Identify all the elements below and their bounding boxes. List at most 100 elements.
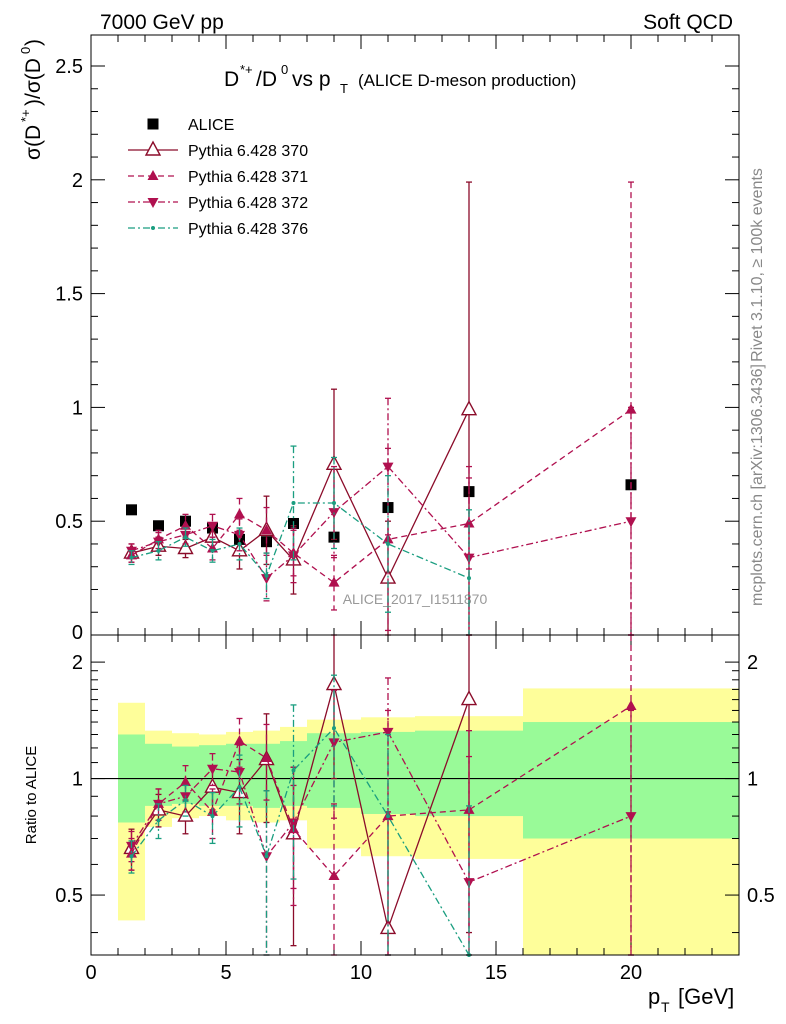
data-point <box>129 555 134 560</box>
data-point <box>460 400 478 416</box>
legend-entry-pythia-6-428-372: Pythia 6.428 372 <box>128 195 308 212</box>
legend-label: Pythia 6.428 372 <box>188 195 308 212</box>
main-ytick-label: 0 <box>72 622 83 644</box>
series-line <box>131 409 632 584</box>
ratio-point <box>234 735 245 746</box>
mcplots-label: mcplots.cern.ch [arXiv:1306.3436] <box>749 364 766 606</box>
main-ytick-label: 2.5 <box>55 56 83 78</box>
legend-marker <box>147 198 159 208</box>
ylabel-text1: σ(D <box>22 125 45 160</box>
series-line <box>131 409 470 580</box>
title-dstar-sup: *+ <box>240 62 253 77</box>
legend-marker <box>147 170 159 180</box>
data-point <box>328 576 340 587</box>
data-point <box>264 573 269 578</box>
data-point <box>177 539 194 555</box>
ratio-point <box>288 818 299 829</box>
main-ytick-label: 1.5 <box>55 284 83 306</box>
ratio-point <box>291 768 296 773</box>
ratio-frame <box>90 634 740 956</box>
ratio-panel: 0.5 0.51 12 20 5 10 15 20 Ratio to ALICE p T [G… <box>23 634 775 1015</box>
data-point <box>183 535 188 540</box>
ratio-point <box>460 690 478 706</box>
legend-entry-pythia-6-428-371: Pythia 6.428 371 <box>128 169 308 186</box>
alice-point <box>126 504 137 516</box>
ratio-point <box>129 854 134 859</box>
ratio-xtick-label: 10 <box>350 962 372 984</box>
ratio-point <box>328 738 340 749</box>
ratio-point <box>207 764 218 775</box>
ylabel-sup1: *+ <box>18 109 33 122</box>
header-right: Soft QCD <box>643 11 733 34</box>
ratio-point <box>210 814 215 819</box>
ratio-xtick-label: 20 <box>620 962 642 984</box>
ratio-point <box>264 854 269 859</box>
ratio-point <box>625 700 637 711</box>
ratio-point <box>332 726 336 731</box>
main-ytick-label: 2 <box>72 170 83 192</box>
main-panel: 0.5 1 1.5 2 2.5 0 ALICE_2017_I1511870 D *+ /D… <box>18 34 740 644</box>
data-point <box>625 517 637 528</box>
legend-marker <box>144 140 162 156</box>
data-point <box>386 541 390 546</box>
data-point <box>207 521 218 532</box>
watermark-text: ALICE_2017_I1511870 <box>343 591 488 607</box>
alice-point <box>153 520 164 532</box>
ratio-line <box>130 705 632 877</box>
data-point <box>291 500 296 505</box>
header-left: 7000 GeV pp <box>100 11 224 34</box>
ratio-xtick-label: 15 <box>485 962 507 984</box>
ylabel-text3: ) <box>22 39 45 46</box>
data-point <box>261 524 272 535</box>
series-line <box>131 465 632 580</box>
title-dstar: D <box>224 68 239 91</box>
legend-label: Pythia 6.428 371 <box>188 169 308 186</box>
xlabel-unit: [GeV] <box>678 984 734 1009</box>
ratio-line <box>130 684 470 931</box>
ratio-point <box>261 752 272 763</box>
ratio-point <box>180 775 191 786</box>
data-point <box>234 508 245 519</box>
ylabel-text2: )/σ(D <box>22 58 45 106</box>
main-ytick-label: 1 <box>72 397 83 419</box>
data-point <box>210 548 215 553</box>
main-ytick-label: 0.5 <box>55 511 83 533</box>
xlabel-p: p <box>648 984 660 1009</box>
title-d0-sup: 0 <box>281 62 288 77</box>
data-point <box>332 500 336 505</box>
main-series-pythia-6-428-370 <box>123 181 478 636</box>
ratio-line <box>130 731 632 883</box>
title-subtitle: (ALICE D-meson production) <box>358 71 576 90</box>
title-pt-sub: T <box>340 81 348 96</box>
ratio-ytick-label: 1 <box>72 769 83 791</box>
title-vs: vs p <box>292 68 331 91</box>
ratio-ytick-label-right: 0.5 <box>747 885 775 907</box>
data-point <box>237 541 242 546</box>
ratio-axes: 0.5 0.51 12 20 5 10 15 20 <box>55 635 775 984</box>
ratio-ytick-label: 0.5 <box>55 885 83 907</box>
ratio-point <box>625 812 637 823</box>
ylabel-sup2: 0 <box>18 47 33 54</box>
ratio-ylabel: Ratio to ALICE <box>23 746 40 844</box>
ratio-point <box>177 806 194 822</box>
xlabel: p T [GeV] <box>648 984 734 1015</box>
legend: ALICE Pythia 6.428 370 Pythia 6.428 371 Pyt… <box>128 117 308 238</box>
ratio-ytick-label-right: 1 <box>747 769 758 791</box>
legend-marker <box>151 226 155 230</box>
main-ylabel: σ(D *+ )/σ(D 0 ) <box>18 39 45 160</box>
legend-entry-pythia-6-428-370: Pythia 6.428 370 <box>128 140 308 160</box>
ratio-point <box>328 870 340 881</box>
legend-label: Pythia 6.428 376 <box>188 221 308 238</box>
ratio-point <box>183 798 188 803</box>
data-point <box>382 462 394 473</box>
ratio-point <box>382 727 394 738</box>
legend-entry-alice: ALICE <box>147 117 234 134</box>
data-point <box>467 576 471 581</box>
ratio-point <box>325 675 343 691</box>
data-point <box>234 530 245 541</box>
legend-label: ALICE <box>188 117 234 134</box>
data-point <box>156 548 161 553</box>
legend-label: Pythia 6.428 370 <box>188 143 308 160</box>
ratio-xtick-label: 0 <box>85 962 96 984</box>
